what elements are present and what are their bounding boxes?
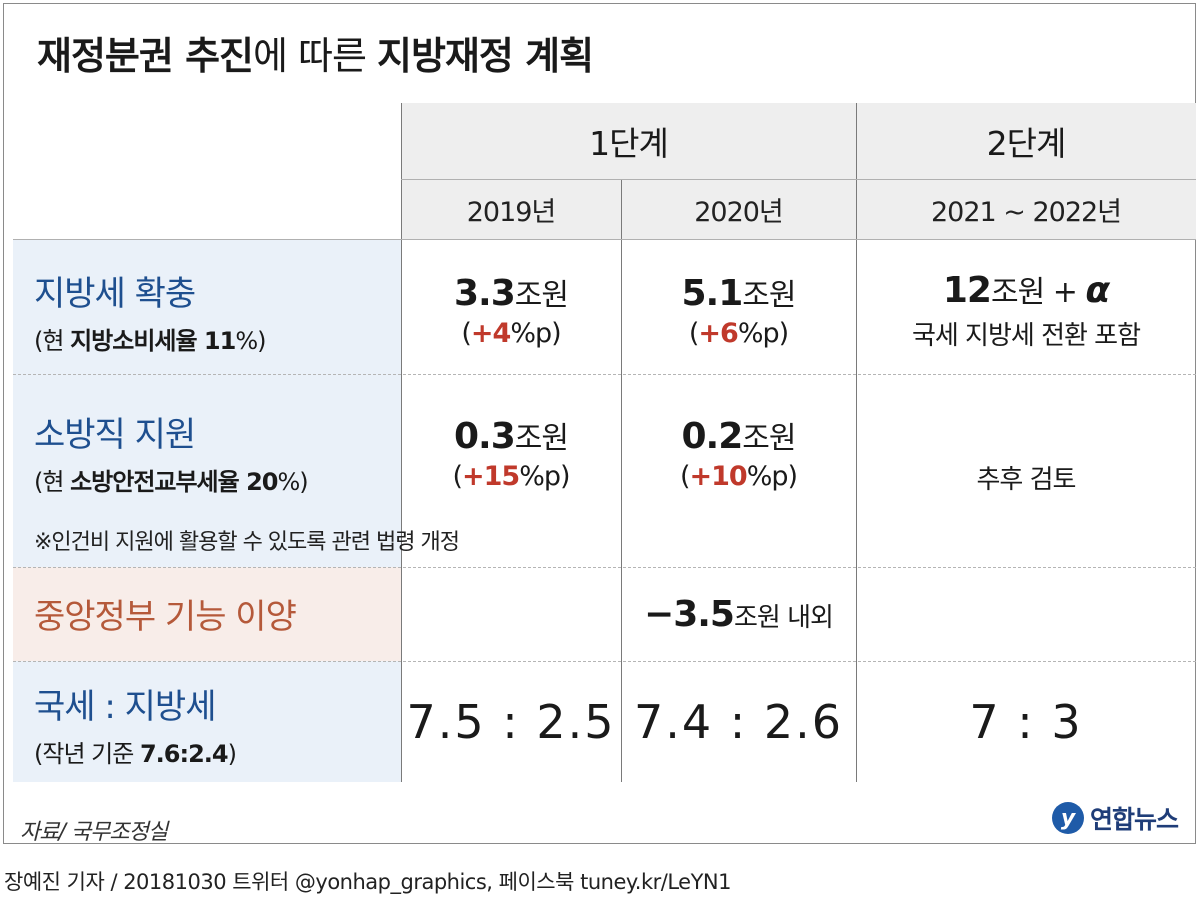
local-tax-2020-paren-open: (: [688, 317, 700, 349]
fire-2019-unit: 조원: [514, 420, 569, 456]
local-tax-2021-2022-description: 국세 지방세 전환 포함: [911, 320, 1141, 351]
local-tax-2019-paren-close: %p): [510, 317, 561, 349]
fire-sub-prefix: (현: [34, 468, 71, 496]
row-ratio-label: 국세 : 지방세 (작년 기준 7.6:2.4): [34, 679, 237, 769]
local-tax-2020-amount: 5.1: [681, 272, 744, 314]
title-bold-part1: 재정분권 추진: [37, 34, 254, 78]
transfer-amount: −3.5: [644, 593, 735, 635]
fire-2019-paren-open: (: [452, 460, 463, 492]
stage2-header: 2단계: [856, 103, 1196, 179]
year-2021-2022-header: 2021 ~ 2022년: [856, 179, 1196, 239]
ratio-sub-bold: 7.6:2.4: [139, 740, 229, 768]
yonhap-logo: y 연합뉴스: [1052, 800, 1179, 836]
transfer-2020-cell: −3.5조원 내외: [621, 567, 856, 661]
row-label-background-pink: [13, 567, 401, 661]
fire-2020-paren-open: (: [679, 460, 691, 492]
year-2021-2022-label: 2021 ~ 2022년: [930, 196, 1122, 228]
yonhap-logo-icon: y: [1052, 802, 1084, 834]
header-divider: [401, 179, 1196, 180]
fire-sub-suffix: %): [277, 468, 308, 496]
fire-2019-cell: 0.3조원 (+15%p): [401, 392, 621, 512]
infographic-frame: 재정분권 추진에 따른 지방재정 계획 1단계 2단계 2019년 2020년 …: [3, 3, 1196, 845]
fire-support-subtitle: (현 소방안전교부세율 20%): [34, 462, 309, 497]
row-fire-label: 소방직 지원 (현 소방안전교부세율 20%): [34, 407, 309, 497]
ratio-sub-prefix: (작년 기준: [34, 740, 140, 768]
column-divider-2: [621, 179, 622, 782]
ratio-2019-cell: 7.5 : 2.5: [401, 661, 621, 782]
local-tax-2020-unit: 조원: [742, 277, 796, 313]
local-tax-2021-2022-amount: 12: [942, 269, 992, 311]
transfer-unit: 조원 내외: [733, 602, 834, 633]
fire-2021-2022-cell: 추후 검토: [856, 392, 1196, 562]
ratio-2020-cell: 7.4 : 2.6: [621, 661, 856, 782]
row-divider-2: [13, 567, 1196, 568]
ratio-2020-value: 7.4 : 2.6: [633, 694, 844, 749]
stage1-label: 1단계: [589, 124, 669, 163]
title-thin-part: 에 따른: [253, 34, 378, 78]
tax-ratio-title: 국세 : 지방세: [34, 687, 216, 727]
local-tax-title: 지방세 확충: [34, 274, 196, 314]
fire-2019-amount: 0.3: [454, 415, 516, 457]
page-title: 재정분권 추진에 따른 지방재정 계획: [37, 28, 594, 84]
year-2020-label: 2020년: [694, 196, 784, 228]
reporter-credit: 장예진 기자 / 20181030 트위터 @yonhap_graphics, …: [4, 870, 732, 894]
local-tax-2019-unit: 조원: [514, 277, 569, 313]
local-tax-2021-2022-unit: 조원 +: [990, 274, 1086, 310]
yonhap-logo-text: 연합뉴스: [1090, 805, 1179, 834]
local-tax-2020-paren-close: %p): [737, 317, 789, 349]
central-function-transfer-title: 중앙정부 기능 이양: [34, 597, 297, 637]
column-divider-3: [856, 103, 857, 782]
local-tax-2020-increase: +6: [698, 317, 738, 349]
fire-2020-unit: 조원: [742, 420, 796, 456]
ratio-sub-suffix: ): [227, 740, 237, 768]
fire-2020-increase: +10: [689, 460, 748, 492]
row-transfer-label: 중앙정부 기능 이양: [34, 589, 297, 638]
fire-2019-increase: +15: [462, 460, 520, 492]
fire-support-note: ※인건비 지원에 활용할 수 있도록 관련 법령 개정: [34, 530, 460, 555]
stage2-label: 2단계: [986, 124, 1067, 163]
fire-2020-paren-close: %p): [746, 460, 798, 492]
fire-2020-cell: 0.2조원 (+10%p): [621, 392, 856, 512]
row-divider-3: [13, 661, 1196, 662]
local-tax-subtitle: (현 지방소비세율 11%): [34, 321, 266, 356]
ratio-2019-value: 7.5 : 2.5: [406, 694, 616, 749]
local-tax-2019-increase: +4: [470, 317, 511, 349]
column-divider-1: [401, 103, 402, 782]
fire-support-title: 소방직 지원: [34, 415, 196, 455]
source-credit: 자료/ 국무조정실: [20, 820, 168, 845]
alpha-symbol: α: [1085, 269, 1110, 311]
row-label-background-blue-top: [13, 239, 401, 567]
local-tax-2019-cell: 3.3조원 (+4%p): [401, 249, 621, 369]
header-bottom-rule: [13, 239, 1196, 240]
local-tax-2019-amount: 3.3: [454, 272, 516, 314]
local-tax-2019-paren-open: (: [461, 317, 472, 349]
title-bold-part2: 지방재정 계획: [377, 34, 594, 78]
row-divider-1: [13, 374, 1196, 375]
year-2019-header: 2019년: [401, 179, 621, 239]
fire-sub-bold: 소방안전교부세율 20: [70, 468, 278, 496]
local-tax-sub-suffix: %): [235, 327, 266, 355]
stage1-header: 1단계: [401, 103, 856, 179]
local-tax-2021-2022-cell: 12조원 + α 국세 지방세 전환 포함: [856, 249, 1196, 369]
fire-2020-amount: 0.2: [681, 415, 744, 457]
tax-ratio-subtitle: (작년 기준 7.6:2.4): [34, 734, 237, 769]
ratio-2021-2022-cell: 7 : 3: [856, 661, 1196, 782]
fire-2019-paren-close: %p): [519, 460, 570, 492]
local-tax-sub-bold: 지방소비세율 11: [70, 327, 236, 355]
local-tax-2020-cell: 5.1조원 (+6%p): [621, 249, 856, 369]
fire-later-review: 추후 검토: [976, 464, 1077, 495]
table-header-background: [401, 103, 1196, 239]
row-label-background-blue-bottom: [13, 661, 401, 782]
local-tax-sub-prefix: (현: [34, 327, 71, 355]
row-local-tax-label: 지방세 확충 (현 지방소비세율 11%): [34, 266, 266, 356]
ratio-2021-2022-value: 7 : 3: [969, 694, 1083, 749]
year-2019-label: 2019년: [466, 196, 557, 228]
year-2020-header: 2020년: [621, 179, 856, 239]
